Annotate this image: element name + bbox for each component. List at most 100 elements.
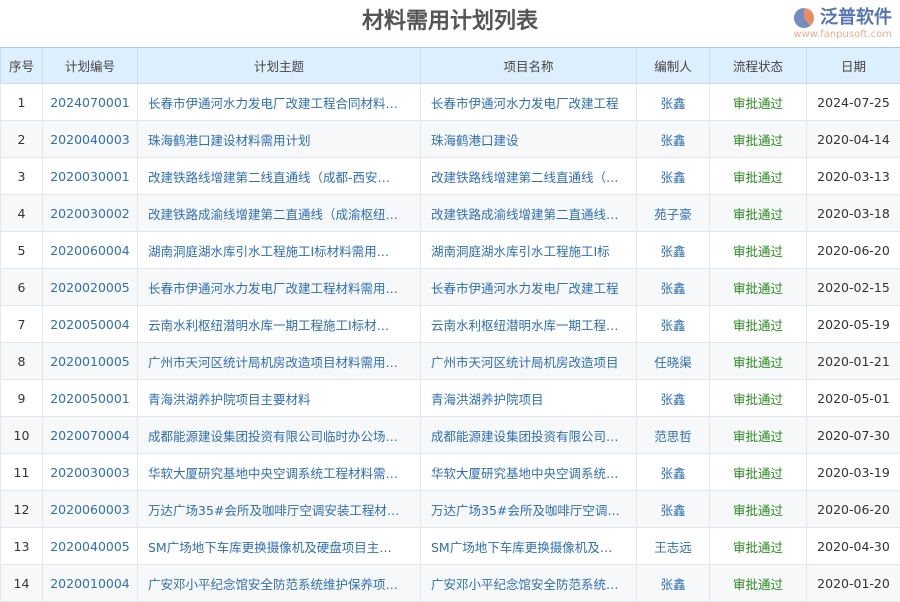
cell-date: 2024-07-25 [807,84,900,121]
cell-plan-subject[interactable]: 华软大厦研究基地中央空调系统工程材料需… [138,454,421,491]
cell-row-index: 3 [1,158,43,195]
cell-status: 审批通过 [710,269,807,306]
cell-date: 2020-07-30 [807,417,900,454]
cell-row-index: 13 [1,528,43,565]
cell-plan-code[interactable]: 2020010005 [43,343,138,380]
cell-plan-subject[interactable]: 湖南洞庭湖水库引水工程施工I标材料需用… [138,232,421,269]
cell-project-name[interactable]: 改建铁路线增建第二线直通线（… [421,158,637,195]
cell-date: 2020-01-20 [807,565,900,602]
watermark: 泛普软件 www.fanpusoft.com [793,2,892,46]
cell-editor: 张鑫 [637,380,710,417]
cell-plan-code[interactable]: 2020060003 [43,491,138,528]
cell-plan-subject[interactable]: SM广场地下车库更换摄像机及硬盘项目主… [138,528,421,565]
cell-plan-subject[interactable]: 珠海鹤港口建设材料需用计划 [138,121,421,158]
cell-row-index: 7 [1,306,43,343]
cell-plan-subject[interactable]: 改建铁路线增建第二线直通线（成都-西安… [138,158,421,195]
cell-project-name[interactable]: 长春市伊通河水力发电厂改建工程 [421,269,637,306]
column-header-row-index[interactable]: 序号 [1,48,43,84]
cell-project-name[interactable]: 改建铁路成渝线增建第二直通线… [421,195,637,232]
cell-plan-subject[interactable]: 广州市天河区统计局机房改造项目材料需用… [138,343,421,380]
cell-project-name[interactable]: 湖南洞庭湖水库引水工程施工I标 [421,232,637,269]
cell-plan-code[interactable]: 2020060004 [43,232,138,269]
cell-plan-code[interactable]: 2020050004 [43,306,138,343]
cell-date: 2020-02-15 [807,269,900,306]
cell-plan-code[interactable]: 2020020005 [43,269,138,306]
cell-date: 2020-04-14 [807,121,900,158]
watermark-text: 泛普软件 [820,7,892,29]
cell-status: 审批通过 [710,306,807,343]
column-header-editor[interactable]: 编制人 [637,48,710,84]
cell-plan-subject[interactable]: 长春市伊通河水力发电厂改建工程材料需用… [138,269,421,306]
cell-row-index: 2 [1,121,43,158]
cell-editor: 张鑫 [637,269,710,306]
cell-plan-subject[interactable]: 改建铁路成渝线增建第二直通线（成渝枢纽… [138,195,421,232]
cell-plan-code[interactable]: 2020030001 [43,158,138,195]
page-title: 材料需用计划列表 [0,0,900,47]
cell-editor: 张鑫 [637,306,710,343]
cell-date: 2020-05-01 [807,380,900,417]
cell-project-name[interactable]: SM广场地下车库更换摄像机及… [421,528,637,565]
column-header-project-name[interactable]: 项目名称 [421,48,637,84]
column-header-status[interactable]: 流程状态 [710,48,807,84]
cell-editor: 张鑫 [637,121,710,158]
cell-status: 审批通过 [710,565,807,602]
cell-project-name[interactable]: 青海洪湖养护院项目 [421,380,637,417]
column-header-date[interactable]: 日期 [807,48,900,84]
cell-plan-code[interactable]: 2024070001 [43,84,138,121]
cell-project-name[interactable]: 广安邓小平纪念馆安全防范系统… [421,565,637,602]
cell-row-index: 11 [1,454,43,491]
cell-plan-code[interactable]: 2020070004 [43,417,138,454]
cell-plan-code[interactable]: 2020040003 [43,121,138,158]
cell-editor: 张鑫 [637,565,710,602]
column-header-plan-subject[interactable]: 计划主题 [138,48,421,84]
cell-row-index: 10 [1,417,43,454]
cell-project-name[interactable]: 珠海鹤港口建设 [421,121,637,158]
cell-row-index: 4 [1,195,43,232]
cell-plan-code[interactable]: 2020050001 [43,380,138,417]
cell-plan-subject[interactable]: 广安邓小平纪念馆安全防范系统维护保养项… [138,565,421,602]
cell-plan-code[interactable]: 2020010004 [43,565,138,602]
cell-date: 2020-05-19 [807,306,900,343]
cell-status: 审批通过 [710,491,807,528]
cell-editor: 张鑫 [637,491,710,528]
cell-status: 审批通过 [710,454,807,491]
cell-editor: 张鑫 [637,158,710,195]
cell-editor: 苑子豪 [637,195,710,232]
cell-status: 审批通过 [710,343,807,380]
cell-project-name[interactable]: 成都能源建设集团投资有限公司… [421,417,637,454]
cell-project-name[interactable]: 云南水利枢纽潜明水库一期工程… [421,306,637,343]
cell-plan-subject[interactable]: 云南水利枢纽潜明水库一期工程施工I标材… [138,306,421,343]
cell-row-index: 5 [1,232,43,269]
cell-project-name[interactable]: 广州市天河区统计局机房改造项目 [421,343,637,380]
cell-plan-code[interactable]: 2020030003 [43,454,138,491]
cell-project-name[interactable]: 华软大厦研究基地中央空调系统… [421,454,637,491]
column-header-plan-code[interactable]: 计划编号 [43,48,138,84]
cell-plan-code[interactable]: 2020040005 [43,528,138,565]
cell-plan-code[interactable]: 2020030002 [43,195,138,232]
cell-plan-subject[interactable]: 成都能源建设集团投资有限公司临时办公场… [138,417,421,454]
cell-plan-subject[interactable]: 青海洪湖养护院项目主要材料 [138,380,421,417]
cell-project-name[interactable]: 万达广场35#会所及咖啡厅空调… [421,491,637,528]
cell-plan-subject[interactable]: 万达广场35#会所及咖啡厅空调安装工程材… [138,491,421,528]
cell-status: 审批通过 [710,121,807,158]
cell-status: 审批通过 [710,380,807,417]
cell-project-name[interactable]: 长春市伊通河水力发电厂改建工程 [421,84,637,121]
cell-row-index: 12 [1,491,43,528]
cell-date: 2020-04-30 [807,528,900,565]
cell-status: 审批通过 [710,417,807,454]
cell-plan-subject[interactable]: 长春市伊通河水力发电厂改建工程合同材料… [138,84,421,121]
